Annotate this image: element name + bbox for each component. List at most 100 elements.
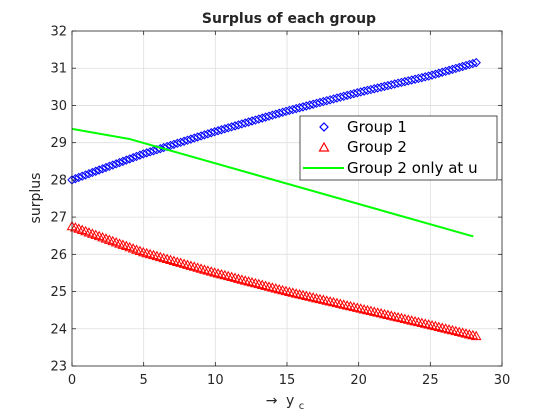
data-point-diamond: [243, 117, 254, 127]
data-point-triangle: [297, 289, 309, 300]
data-point-diamond: [142, 148, 152, 158]
x-tick-label: 20: [350, 373, 367, 388]
data-point-diamond: [226, 122, 237, 132]
data-point-triangle: [263, 281, 275, 291]
legend-entry-group-2: Group 2: [318, 138, 407, 156]
x-tick-label: 30: [494, 373, 511, 388]
data-point-diamond: [87, 167, 98, 178]
legend-label-group-1: Group 1: [347, 118, 407, 136]
data-point-diamond: [427, 70, 437, 80]
data-point-triangle: [365, 305, 377, 316]
data-point-diamond: [74, 172, 84, 183]
data-point-triangle: [338, 299, 350, 309]
data-point-diamond: [169, 139, 179, 150]
legend-entry-group-2-only-at-u: Group 2 only at u: [303, 159, 478, 177]
data-point-triangle: [246, 276, 258, 287]
data-point-diamond: [230, 121, 240, 131]
data-point-diamond: [135, 150, 145, 160]
data-point-triangle: [348, 301, 360, 312]
y-tick-label: 32: [50, 25, 67, 40]
data-point-triangle: [321, 295, 333, 305]
y-tick-label: 31: [50, 62, 67, 77]
data-point-triangle: [287, 287, 299, 297]
y-tick-label: 25: [50, 285, 67, 300]
series-layer: [66, 57, 482, 341]
data-point-diamond: [203, 129, 213, 139]
data-point-triangle: [233, 273, 244, 283]
data-point-triangle: [277, 284, 288, 295]
data-point-diamond: [148, 146, 159, 156]
data-point-diamond: [440, 66, 451, 77]
x-tick-label: 10: [207, 373, 224, 388]
data-point-triangle: [317, 294, 329, 304]
y-tick-label: 24: [50, 322, 67, 337]
data-point-triangle: [331, 297, 343, 308]
data-point-diamond: [223, 123, 233, 133]
data-point-diamond: [101, 162, 111, 173]
x-axis-label-arrow: →: [266, 393, 278, 409]
series-group-2: [66, 220, 482, 341]
data-point-triangle: [341, 300, 353, 310]
data-point-diamond: [108, 160, 118, 170]
x-tick-label: 15: [279, 373, 296, 388]
data-point-triangle: [362, 304, 373, 315]
data-point-triangle: [402, 314, 414, 324]
data-point-diamond: [213, 126, 223, 136]
data-point-diamond: [77, 171, 87, 181]
data-point-triangle: [260, 280, 271, 290]
data-point-triangle: [334, 298, 346, 308]
data-point-triangle: [467, 329, 479, 340]
data-point-diamond: [114, 157, 125, 168]
legend-label-group-2: Group 2: [347, 138, 407, 156]
data-point-diamond: [240, 118, 250, 128]
data-point-diamond: [209, 127, 220, 137]
data-point-diamond: [165, 140, 176, 151]
data-point-diamond: [216, 125, 227, 135]
data-point-diamond: [179, 136, 189, 146]
data-point-triangle: [423, 319, 435, 329]
data-point-triangle: [385, 310, 397, 320]
data-point-triangle: [409, 315, 421, 326]
data-point-diamond: [189, 133, 199, 143]
data-point-triangle: [396, 312, 407, 323]
x-axis-label: → y c: [266, 393, 304, 412]
data-point-triangle: [222, 270, 234, 281]
data-point-diamond: [70, 173, 81, 184]
data-point-triangle: [443, 324, 455, 334]
legend-diamond-marker: [319, 122, 329, 132]
y-axis-label: surplus: [28, 173, 44, 224]
data-point-diamond: [172, 138, 183, 149]
y-tick-label: 27: [50, 211, 67, 226]
data-point-triangle: [212, 268, 224, 278]
data-point-diamond: [84, 169, 94, 179]
axis-ticks: 0 5 10 15 20 25 30 23 24 25 26 27 28 29 30 31 32: [50, 25, 510, 389]
data-point-triangle: [416, 317, 428, 327]
y-tick-label: 29: [50, 136, 67, 151]
data-point-triangle: [256, 279, 268, 289]
data-point-diamond: [437, 67, 447, 77]
chart-title: Surplus of each group: [202, 11, 376, 27]
data-point-triangle: [399, 313, 411, 323]
data-point-diamond: [257, 113, 267, 123]
data-point-triangle: [294, 288, 305, 299]
x-tick-label: 5: [140, 373, 148, 388]
data-point-triangle: [216, 269, 227, 279]
data-point-diamond: [247, 116, 257, 126]
data-point-diamond: [444, 65, 454, 76]
data-point-triangle: [470, 330, 482, 341]
data-point-triangle: [311, 292, 322, 303]
data-point-diamond: [468, 58, 478, 69]
data-point-triangle: [355, 303, 367, 313]
data-point-diamond: [454, 62, 464, 73]
legend-entry-group-1: Group 1: [319, 118, 407, 136]
data-point-diamond: [145, 147, 155, 157]
data-point-triangle: [413, 316, 424, 327]
data-point-diamond: [159, 142, 169, 153]
data-point-triangle: [267, 282, 278, 292]
data-point-triangle: [460, 328, 472, 338]
data-point-triangle: [273, 284, 285, 294]
data-point-triangle: [253, 278, 265, 289]
y-tick-label: 26: [50, 248, 67, 263]
data-point-diamond: [447, 64, 458, 75]
